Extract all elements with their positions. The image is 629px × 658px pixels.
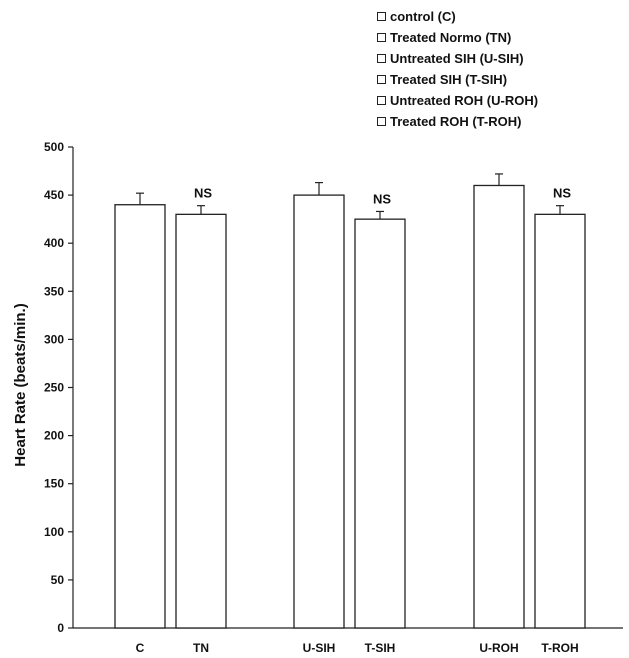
legend-swatch [377,54,386,63]
legend-label: Treated ROH (T-ROH) [390,114,522,129]
bar [293,194,345,629]
y-tick-label: 400 [44,236,64,250]
y-tick-label: 500 [44,140,64,154]
x-tick-label: U-ROH [479,641,518,655]
significance-label: NS [194,186,212,201]
legend-label: Untreated ROH (U-ROH) [390,93,539,108]
significance-label: NS [373,191,391,206]
y-tick-label: 250 [44,381,64,395]
legend-swatch [377,96,386,105]
legend-swatch [377,75,386,84]
bars-group: C NS TN U-SIH NS T-SIH U-ROH NS T-ROH [114,173,586,655]
legend-swatch [377,12,386,21]
x-tick-label: T-ROH [541,641,578,655]
y-tick-label: 200 [44,429,64,443]
significance-label: NS [553,186,571,201]
legend-item-treated-normo: Treated Normo (TN) [377,27,538,48]
bar [473,184,525,629]
legend-label: Untreated SIH (U-SIH) [390,51,524,66]
y-tick-label: 150 [44,477,64,491]
legend-item-untreated-roh: Untreated ROH (U-ROH) [377,90,538,111]
legend: control (C) Treated Normo (TN) Untreated… [377,6,538,132]
y-tick-label: 100 [44,525,64,539]
axes: 0 50 100 150 200 250 300 350 400 450 500 [44,140,623,635]
bar [354,218,406,629]
legend-label: Treated SIH (T-SIH) [390,72,508,87]
y-tick-label: 300 [44,332,64,346]
x-tick-label: C [136,641,145,655]
bar [534,213,586,629]
legend-swatch [377,117,386,126]
legend-swatch [377,33,386,42]
legend-item-control: control (C) [377,6,538,27]
legend-label: Treated Normo (TN) [390,30,512,45]
y-axis-label: Heart Rate (beats/min.) [12,303,29,466]
y-tick-label: 450 [44,188,64,202]
legend-label: control (C) [390,9,456,24]
y-tick-label: 0 [57,621,64,635]
x-tick-label: T-SIH [365,641,396,655]
bar [175,213,227,629]
legend-item-treated-roh: Treated ROH (T-ROH) [377,111,538,132]
bar [114,204,166,629]
y-tick-label: 350 [44,284,64,298]
legend-item-treated-sih: Treated SIH (T-SIH) [377,69,538,90]
x-tick-label: U-SIH [303,641,336,655]
y-tick-label: 50 [51,573,65,587]
x-tick-label: TN [193,641,209,655]
legend-item-untreated-sih: Untreated SIH (U-SIH) [377,48,538,69]
